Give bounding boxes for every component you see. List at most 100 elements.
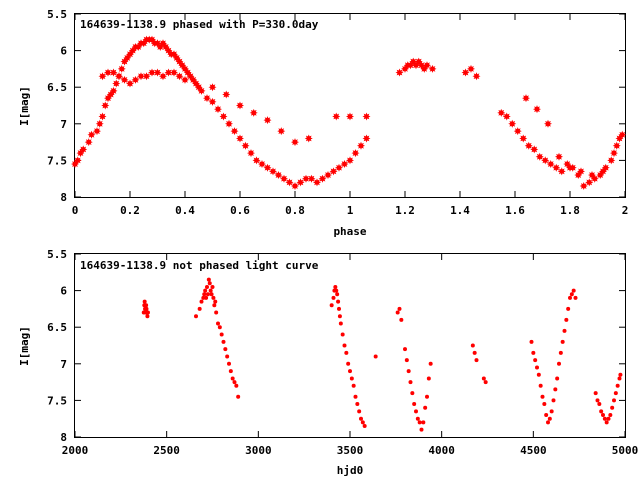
phased-data-point: [428, 64, 437, 73]
unphased-data-point: [573, 295, 578, 300]
phased-data-point: [513, 127, 522, 136]
phased-data-point: [546, 160, 555, 169]
unphased-data-point: [562, 328, 567, 333]
unphased-data-point: [472, 350, 477, 355]
phased-data-point: [313, 178, 321, 187]
unphased-data-point: [399, 317, 404, 322]
phased-data-point: [612, 141, 621, 150]
phased-data-point: [98, 112, 107, 121]
unphased-data-point: [349, 376, 354, 381]
unphased-data-point: [403, 347, 407, 352]
phased-data-point: [117, 64, 126, 73]
unphased-data-point: [348, 369, 352, 374]
phased-x-tick-label: 1: [347, 204, 354, 217]
phased-data-point: [148, 68, 156, 77]
phased-data-point: [585, 178, 594, 187]
unphased-data-point: [597, 402, 602, 407]
phased-data-point: [197, 86, 206, 95]
phased-data-point: [219, 112, 228, 121]
unphased-data-point: [606, 416, 611, 421]
phased-data-point: [175, 72, 184, 81]
unphased-data-point: [610, 405, 615, 410]
unphased-data-point: [417, 420, 422, 425]
phased-data-point: [423, 61, 431, 70]
unphased-data-point: [547, 416, 552, 421]
unphased-data-point: [144, 303, 149, 308]
unphased-x-tick-label: 4500: [520, 444, 547, 457]
phased-data-point: [252, 156, 261, 165]
phased-data-point: [579, 182, 588, 191]
unphased-y-axis-label: I[mag]: [18, 326, 31, 366]
phased-x-tick-label: 0.4: [175, 204, 195, 217]
unphased-data-point: [344, 350, 349, 355]
unphased-y-tick-label: 7: [60, 358, 67, 371]
phased-data-point: [304, 134, 313, 143]
phased-data-point: [280, 174, 288, 183]
unphased-data-point: [426, 376, 431, 381]
phased-data-point: [329, 167, 338, 176]
phased-data-point: [222, 90, 231, 99]
unphased-data-point: [232, 380, 237, 385]
unphased-data-point: [428, 361, 433, 366]
phased-data-point: [109, 86, 118, 95]
unphased-data-point: [470, 343, 475, 348]
unphased-data-point: [214, 310, 219, 315]
unphased-data-point: [228, 369, 233, 374]
phased-data-point: [522, 94, 530, 103]
unphased-data-point: [234, 383, 239, 388]
unphased-data-point: [219, 332, 224, 337]
unphased-data-point: [542, 402, 547, 407]
phased-data-point: [461, 68, 470, 77]
unphased-data-point: [225, 354, 230, 359]
phased-data-point: [73, 156, 82, 165]
unphased-data-point: [529, 339, 534, 344]
unphased-data-point: [145, 310, 150, 315]
unphased-data-point: [546, 420, 550, 425]
phased-data-point: [241, 141, 250, 150]
phased-ticks: 0 0.2 0.4 0.6 0.8 1 1.2 1.4 1.6 1.8 2 5.5 6 6.5 7 7.5 8: [47, 8, 628, 217]
unphased-data-point: [346, 361, 351, 366]
phased-data-point: [555, 152, 563, 161]
unphased-data-point: [342, 343, 347, 348]
unphased-data-point: [599, 409, 604, 414]
unphased-data-point: [204, 295, 209, 300]
unphased-ticks: 2000 2500 3000 3500 4000 4500 5000 5.5 6 6.5 7 7.5 8: [47, 248, 638, 457]
unphased-data-point: [608, 413, 613, 418]
unphased-data-point: [194, 314, 198, 319]
phased-light-curve-panel: 0 0.2 0.4 0.6 0.8 1 1.2 1.4 1.6 1.8 25.566.577.58 …: [18, 8, 628, 238]
phased-data-point: [362, 134, 371, 143]
unphased-data-point: [203, 288, 208, 293]
unphased-x-tick-label: 2500: [153, 444, 180, 457]
unphased-x-tick-label: 5000: [612, 444, 639, 457]
unphased-data-point: [549, 409, 554, 414]
phased-y-tick-label: 8: [60, 191, 67, 204]
phased-data-point: [208, 83, 217, 92]
phased-y-tick-label: 5.5: [47, 8, 67, 21]
unphased-data-point: [199, 299, 204, 304]
phased-x-tick-label: 2: [622, 204, 629, 217]
phased-x-axis-label: phase: [333, 225, 366, 238]
unphased-data-point: [410, 391, 415, 396]
phased-data-point: [541, 156, 550, 165]
phased-data-point: [236, 134, 244, 143]
unphased-plot-title: 164639-1138.9 not phased light curve: [80, 259, 319, 272]
phased-data-point: [508, 119, 517, 128]
phased-data-point: [615, 134, 624, 143]
unphased-x-tick-label: 3500: [337, 444, 364, 457]
phased-data-point: [112, 79, 121, 88]
unphased-data-point: [336, 299, 341, 304]
phased-data-point: [236, 101, 244, 110]
unphased-x-tick-label: 4000: [428, 444, 455, 457]
phased-data-point: [497, 108, 506, 117]
phased-data-point: [79, 145, 88, 154]
phased-data-point: [291, 182, 299, 191]
phased-x-tick-label: 1.8: [560, 204, 580, 217]
phased-data-point: [285, 178, 294, 187]
unphased-data-point: [210, 284, 215, 289]
unphased-data-point: [205, 292, 210, 297]
unphased-data-point: [540, 394, 545, 399]
phased-data-point: [318, 174, 327, 183]
unphased-data-point: [568, 295, 572, 300]
unphased-data-point: [604, 420, 609, 425]
